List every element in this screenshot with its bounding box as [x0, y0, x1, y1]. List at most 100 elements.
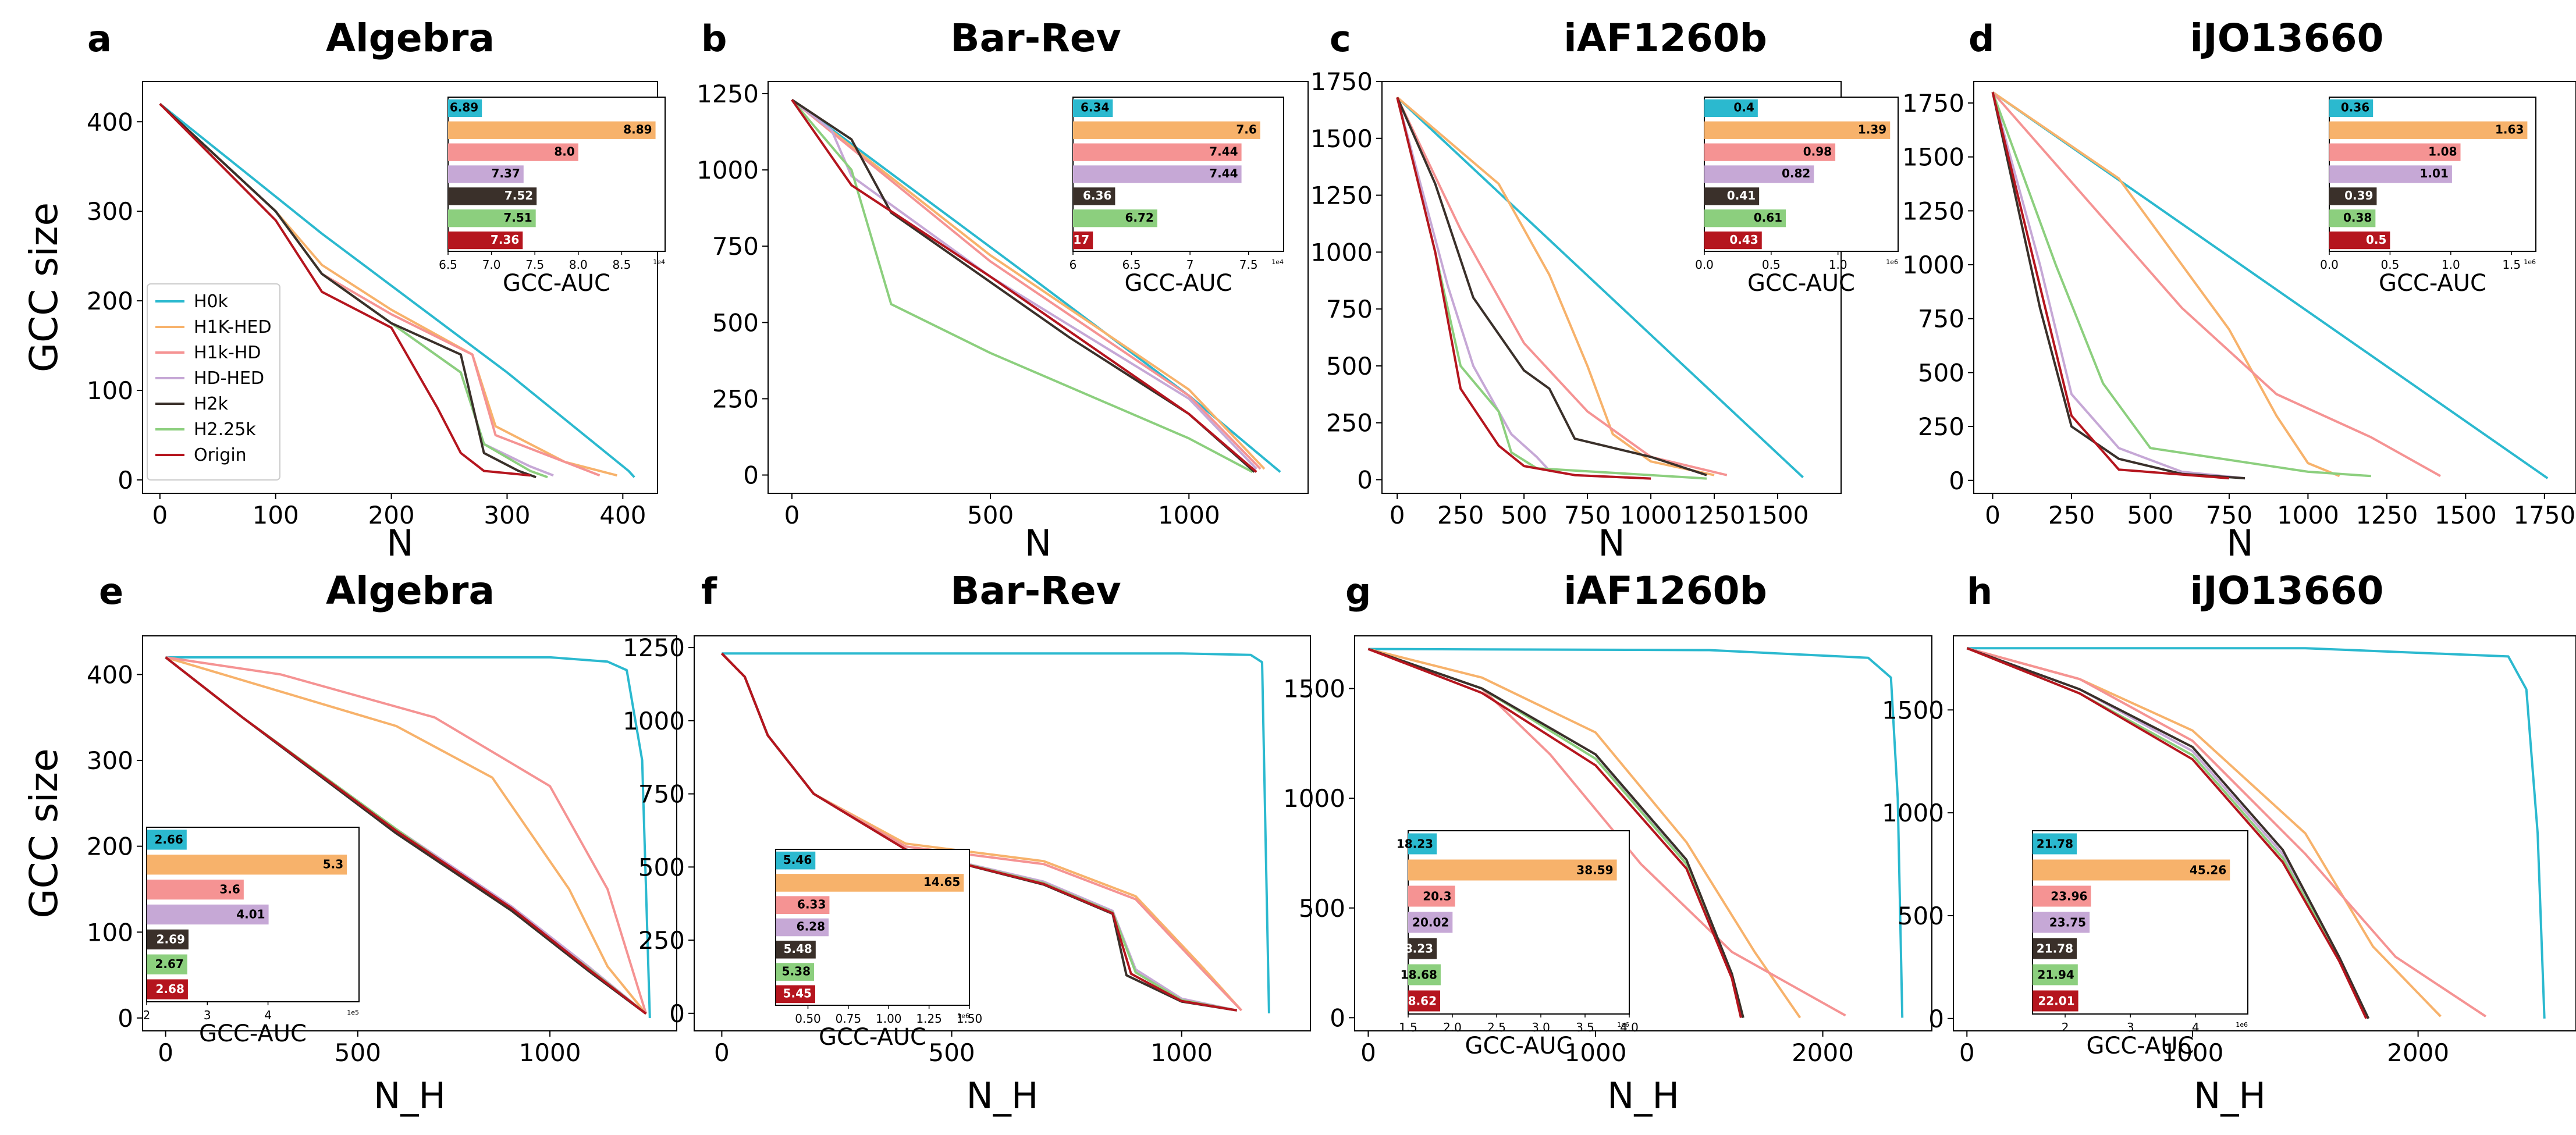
y-tick-label: 100 — [87, 918, 133, 947]
x-axis-label: N_H — [2194, 1074, 2266, 1117]
inset-bar-label: 18.23 — [1397, 941, 1433, 955]
inset-bar-h1k-hd — [2329, 143, 2461, 161]
inset-bar-label: 1.08 — [2428, 144, 2457, 158]
series-line-h2-25k — [1396, 97, 1707, 480]
inset-bar-h1k-hd — [1704, 143, 1836, 161]
series-line-hd-hed — [791, 98, 1257, 470]
panel-title: Algebra — [326, 568, 495, 613]
inset-bar-h2k — [1073, 187, 1115, 205]
inset-x-tick-label: 2.0 — [1443, 1020, 1462, 1034]
inset-bar-origin — [1073, 231, 1093, 250]
inset-x-tick-label: 3 — [2127, 1020, 2134, 1034]
x-tick-label: 1000 — [519, 1038, 581, 1067]
panel-e: e Algebra 0 500 1000 0 100 200 300 400 N_H GCC size… — [22, 568, 677, 1117]
y-tick-label: 1000 — [623, 707, 685, 735]
legend-entry: HD-HED — [194, 368, 264, 389]
x-tick-label: 0 — [714, 1038, 730, 1067]
x-tick-label: 500 — [1501, 501, 1547, 529]
x-tick-label: 500 — [335, 1038, 381, 1067]
inset-x-label: GCC-AUC — [199, 1020, 307, 1047]
y-tick-label: 0 — [669, 999, 685, 1028]
series-line-origin — [1367, 647, 1742, 1018]
y-tick-label: 750 — [1918, 305, 1964, 333]
panel-h: h iJO13660 0 1000 2000 0 500 1000 1500 N_H 21.78 45… — [1882, 568, 2576, 1117]
inset-bar-label: 7.37 — [491, 166, 520, 180]
inset-bar-label: 0.61 — [1754, 211, 1782, 225]
y-tick-label: 100 — [87, 376, 133, 405]
inset-bar-h1k-hed — [2329, 121, 2528, 139]
legend-entry: H1k-HD — [194, 343, 261, 363]
y-tick-label: 0 — [1949, 467, 1964, 495]
inset-x-tick-label: 3.5 — [1576, 1020, 1594, 1034]
panel-title: iJO13660 — [2190, 16, 2384, 61]
series-group — [1991, 91, 2549, 480]
series-line-h1k-hd — [165, 656, 648, 1015]
y-tick-label: 0 — [1330, 1004, 1345, 1032]
inset-bar-chart: 0.4 1.39 0.98 0.82 0.41 0.61 0.43 0.0 0.5 1.0 1e6 G… — [1695, 97, 1899, 297]
x-tick-label: 0 — [158, 1038, 173, 1067]
inset-x-tick-label: 4.0 — [1620, 1020, 1639, 1034]
x-tick-label: 0 — [152, 501, 168, 529]
inset-bar-label: 1.01 — [2420, 166, 2449, 180]
inset-x-tick-label: 1.5 — [1399, 1020, 1417, 1034]
y-axis-label: GCC size — [22, 748, 66, 918]
inset-x-tick-label: 7 — [1186, 258, 1194, 272]
inset-x-tick-label: 0.75 — [836, 1012, 862, 1026]
inset-bar-label: 23.96 — [2051, 889, 2087, 903]
y-tick-label: 1500 — [1283, 675, 1345, 703]
x-tick-label: 0 — [1390, 501, 1405, 529]
inset-bar-label: 0.38 — [2343, 211, 2372, 225]
inset-bar-chart: 18.23 38.59 20.3 20.02 18.23 18.68 18.62 1.5 2.0… — [1397, 830, 1639, 1059]
inset-scale-label: 1e6 — [2236, 1021, 2248, 1029]
inset-bar-h2k — [448, 187, 537, 205]
panel-g: g iAF1260b 0 1000 2000 0 500 1000 1500 N_H 18.23 38… — [1283, 568, 1932, 1117]
panel-title: Algebra — [326, 16, 495, 61]
series-line-hd-hed — [1396, 97, 1651, 480]
x-tick-label: 0 — [1985, 501, 2001, 529]
series-line-origin — [1396, 97, 1651, 480]
panel-title: iJO13660 — [2190, 568, 2384, 613]
inset-bar-hd-hed — [776, 918, 829, 937]
legend-entry: H1K-HED — [194, 317, 272, 337]
inset-bar-label: 18.23 — [1397, 837, 1433, 851]
series-line-origin — [791, 99, 1257, 473]
inset-bar-label: 38.59 — [1576, 863, 1613, 877]
inset-x-label: GCC-AUC — [819, 1024, 926, 1051]
series-line-h0k — [165, 656, 651, 1018]
panel-title: iAF1260b — [1564, 568, 1767, 613]
series-line-origin — [1991, 92, 2230, 480]
inset-x-tick-label: 0.5 — [1762, 258, 1781, 272]
inset-bar-h2k — [1408, 938, 1437, 959]
inset-x-tick-label: 1.0 — [2442, 258, 2460, 272]
x-tick-label: 1000 — [1620, 501, 1682, 529]
panel-f: f Bar-Rev 0 500 1000 0 250 500 750 1000 1250 N_H 5.4… — [623, 568, 1311, 1117]
inset-bar-h0k — [1073, 99, 1113, 118]
inset-bar-label: 4.01 — [236, 907, 265, 921]
panel-d: d iJO13660 0 250 500 750 1000 1250 1500 1750 0 250 5… — [1902, 16, 2576, 564]
x-tick-label: 1000 — [1565, 1038, 1627, 1067]
inset-x-label: GCC-AUC — [2379, 270, 2486, 297]
inset-bar-h2k — [2329, 187, 2377, 205]
y-tick-label: 1250 — [623, 634, 685, 662]
y-tick-label: 1250 — [1310, 182, 1373, 210]
inset-bar-label: 0.41 — [1727, 188, 1756, 202]
series-line-h1k-hed — [791, 98, 1266, 470]
y-tick-label: 1250 — [1902, 197, 1964, 225]
axes-frame — [1973, 81, 2576, 494]
y-axis-label: GCC size — [22, 202, 66, 372]
panel-letter: g — [1345, 570, 1371, 613]
inset-bar-chart: 6.34 7.6 7.44 7.44 6.36 6.72 6.17 6 6.5 7 7.5 1e4 GC… — [1061, 97, 1284, 297]
inset-bar-label: 6.34 — [1081, 101, 1109, 115]
axes-frame — [694, 635, 1311, 1031]
inset-bar-label: 6.72 — [1125, 211, 1153, 225]
x-tick-label: 300 — [484, 501, 530, 529]
x-axis-label: N — [2226, 522, 2253, 564]
x-tick-label: 1750 — [2513, 501, 2575, 529]
inset-x-tick-label: 0.5 — [2381, 258, 2400, 272]
inset-bar-label: 5.48 — [783, 942, 812, 956]
inset-scale-label: 1e4 — [1271, 258, 1284, 266]
inset-bar-origin — [2329, 231, 2390, 250]
y-tick-label: 300 — [87, 197, 133, 226]
x-tick-label: 750 — [1564, 501, 1611, 529]
